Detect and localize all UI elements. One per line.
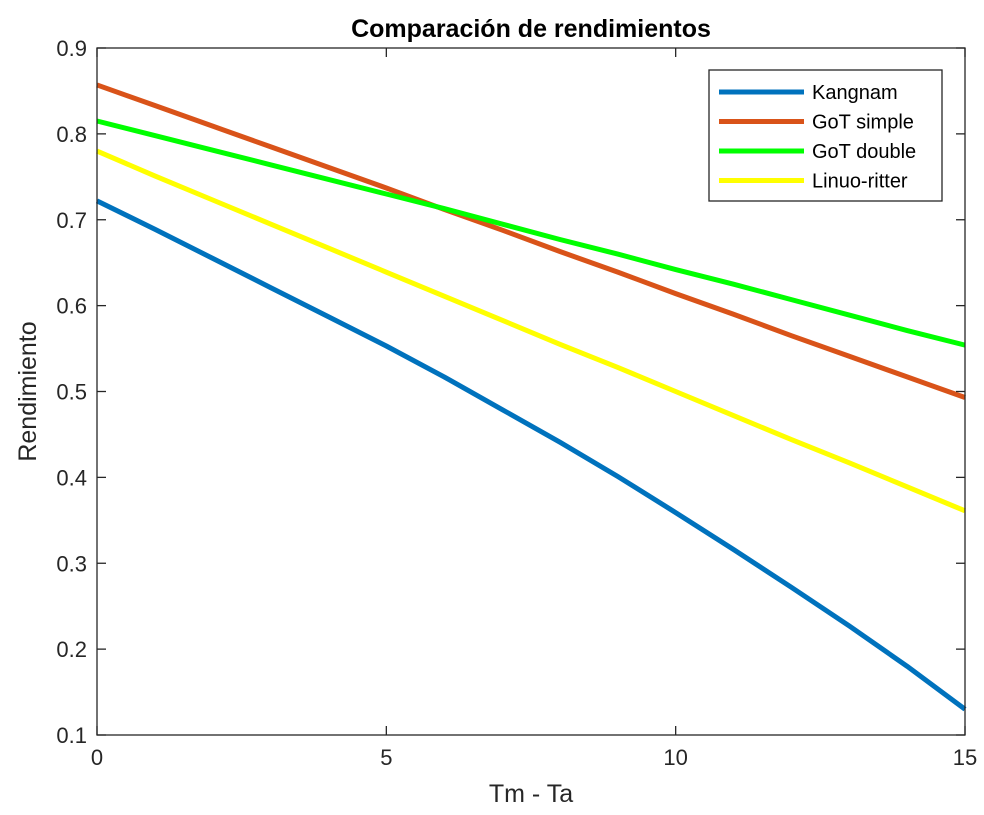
y-tick-label: 0.8 [56,122,87,147]
x-axis-label: Tm - Ta [489,780,573,808]
legend-label-1: GoT simple [812,112,914,134]
y-tick-label: 0.9 [56,36,87,61]
x-tick-label: 10 [663,745,687,770]
series-line-0 [95,198,967,712]
legend-label-0: Kangnam [812,82,898,104]
y-axis-label: Rendimiento [14,321,42,461]
legend: Kangnam GoT simple GoT double Linuo-ritter [708,69,943,202]
x-tick-label: 5 [380,745,392,770]
series-line-1 [96,82,966,400]
y-axis: 0.1 0.2 0.3 0.4 0.5 0.6 0.7 0.8 0.9 [56,36,965,748]
y-tick-label: 0.3 [56,551,87,576]
series-line-3 [96,148,966,514]
x-tick-label: 0 [91,745,103,770]
y-tick-label: 0.1 [56,723,87,748]
y-tick-label: 0.7 [56,208,87,233]
legend-label-2: GoT double [812,141,916,163]
x-tick-label: 15 [953,745,977,770]
series-line-2 [96,118,966,348]
chart-title: Comparación de rendimientos [351,15,711,43]
y-tick-label: 0.5 [56,380,87,405]
y-tick-label: 0.2 [56,637,87,662]
x-axis: 0 5 10 15 [91,48,977,770]
y-tick-label: 0.4 [56,465,87,490]
y-tick-label: 0.6 [56,294,87,319]
series-layer [95,82,967,712]
legend-label-3: Linuo-ritter [812,171,908,193]
